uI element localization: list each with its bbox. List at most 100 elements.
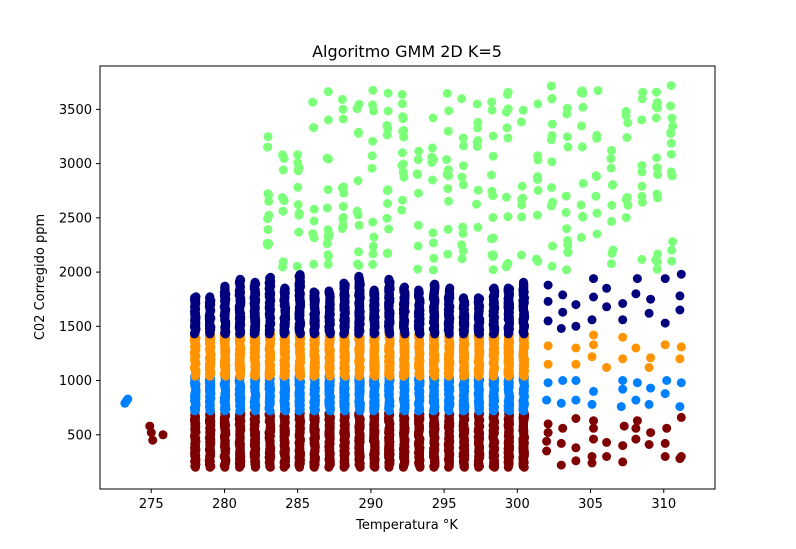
scatter-point-cluster-5	[563, 142, 573, 152]
scatter-point-cluster-5	[666, 127, 676, 137]
scatter-point-cluster-5	[668, 237, 678, 247]
scatter-point-cluster-5	[368, 241, 378, 251]
scatter-point-cluster-5	[383, 185, 393, 195]
scatter-point-cluster-4	[280, 283, 290, 293]
scatter-point-cluster-5	[561, 208, 571, 217]
scatter-point-cluster-5	[352, 207, 362, 217]
scatter-point-cluster-3	[587, 352, 597, 362]
scatter-point-cluster-1	[602, 452, 612, 461]
scatter-point-cluster-5	[502, 123, 512, 133]
scatter-point-cluster-5	[547, 131, 557, 140]
scatter-point-cluster-5	[487, 97, 497, 107]
scatter-point-cluster-5	[503, 87, 513, 97]
scatter-point-cluster-5	[638, 87, 648, 97]
scatter-point-cluster-5	[578, 178, 588, 188]
scatter-point-cluster-5	[322, 203, 332, 213]
scatter-point-cluster-4	[489, 283, 499, 293]
scatter-point-cluster-4	[473, 293, 483, 303]
scatter-point-cluster-4	[676, 269, 686, 279]
scatter-point-cluster-5	[488, 233, 498, 243]
scatter-point-cluster-5	[652, 87, 661, 97]
scatter-point-cluster-4	[618, 299, 628, 308]
scatter-point-cluster-5	[368, 136, 378, 146]
scatter-point-cluster-5	[667, 113, 677, 123]
scatter-point-cluster-5	[652, 153, 662, 163]
scatter-point-cluster-2	[644, 399, 654, 409]
scatter-point-cluster-5	[578, 212, 588, 222]
scatter-point-cluster-4	[235, 274, 245, 284]
scatter-point-cluster-5	[442, 155, 452, 165]
scatter-point-cluster-5	[621, 213, 631, 223]
scatter-point-cluster-5	[547, 261, 557, 271]
scatter-point-cluster-4	[660, 318, 670, 328]
scatter-point-cluster-5	[487, 105, 497, 115]
scatter-point-cluster-3	[660, 340, 670, 350]
scatter-point-cluster-5	[458, 180, 468, 190]
scatter-point-cluster-5	[607, 180, 617, 190]
scatter-point-cluster-5	[666, 101, 676, 111]
scatter-point-cluster-5	[592, 229, 602, 239]
scatter-point-cluster-5	[472, 99, 482, 109]
scatter-point-cluster-1	[556, 438, 566, 448]
scatter-point-cluster-1	[632, 416, 642, 426]
scatter-point-cluster-5	[382, 213, 392, 223]
scatter-point-cluster-5	[263, 189, 273, 199]
scatter-point-cluster-3	[618, 332, 628, 342]
x-tick-label: 290	[358, 497, 383, 512]
scatter-point-cluster-5	[428, 228, 438, 238]
scatter-point-cluster-3	[543, 359, 553, 369]
scatter-point-cluster-5	[547, 157, 557, 167]
scatter-point-cluster-5	[308, 229, 318, 239]
scatter-point-cluster-5	[486, 170, 496, 180]
scatter-point-cluster-5	[429, 253, 439, 263]
scatter-point-cluster-5	[354, 127, 363, 137]
scatter-point-cluster-5	[458, 133, 468, 143]
scatter-point-cluster-5	[546, 81, 556, 91]
scatter-point-cluster-5	[637, 197, 647, 207]
y-tick-label: 2000	[59, 266, 92, 281]
scatter-point-cluster-5	[563, 236, 573, 245]
scatter-point-cluster-4	[558, 307, 568, 317]
scatter-point-cluster-5	[397, 99, 407, 109]
scatter-point-cluster-5	[277, 193, 287, 202]
scatter-point-cluster-5	[503, 258, 513, 268]
scatter-point-cluster-5	[413, 241, 423, 251]
scatter-point-cluster-5	[309, 216, 319, 226]
x-tick-label: 310	[651, 497, 676, 512]
scatter-point-cluster-5	[637, 181, 647, 191]
scatter-point-cluster-3	[676, 342, 686, 352]
scatter-point-cluster-4	[295, 269, 305, 279]
scatter-point-cluster-5	[413, 220, 423, 230]
scatter-point-cluster-5	[562, 265, 572, 275]
scatter-point-cluster-5	[293, 200, 303, 210]
scatter-point-cluster-5	[368, 85, 378, 95]
scatter-point-cluster-4	[675, 291, 685, 301]
scatter-point-cluster-5	[292, 261, 302, 271]
scatter-point-cluster-3	[646, 353, 656, 363]
scatter-point-cluster-5	[427, 143, 437, 153]
scatter-point-cluster-5	[459, 141, 468, 151]
scatter-point-cluster-5	[323, 115, 333, 125]
scatter-point-cluster-1	[571, 443, 581, 453]
scatter-point-cluster-2	[543, 378, 553, 388]
scatter-point-cluster-5	[577, 142, 587, 152]
scatter-point-cluster-5	[518, 193, 528, 203]
scatter-point-cluster-5	[607, 200, 617, 210]
scatter-point-cluster-5	[562, 109, 572, 119]
scatter-point-cluster-4	[543, 280, 553, 290]
scatter-point-cluster-5	[339, 188, 349, 198]
scatter-point-cluster-5	[444, 171, 454, 181]
scatter-point-cluster-5	[637, 254, 647, 264]
scatter-point-cluster-1	[589, 416, 598, 426]
scatter-point-cluster-5	[384, 224, 394, 234]
scatter-point-cluster-5	[383, 199, 393, 208]
scatter-point-cluster-5	[322, 239, 332, 249]
scatter-point-cluster-5	[324, 229, 334, 239]
scatter-point-cluster-5	[472, 137, 482, 147]
y-tick-label: 1500	[59, 320, 92, 335]
scatter-point-cluster-1	[571, 414, 581, 423]
scatter-point-cluster-5	[323, 251, 333, 261]
scatter-point-cluster-5	[607, 145, 616, 155]
